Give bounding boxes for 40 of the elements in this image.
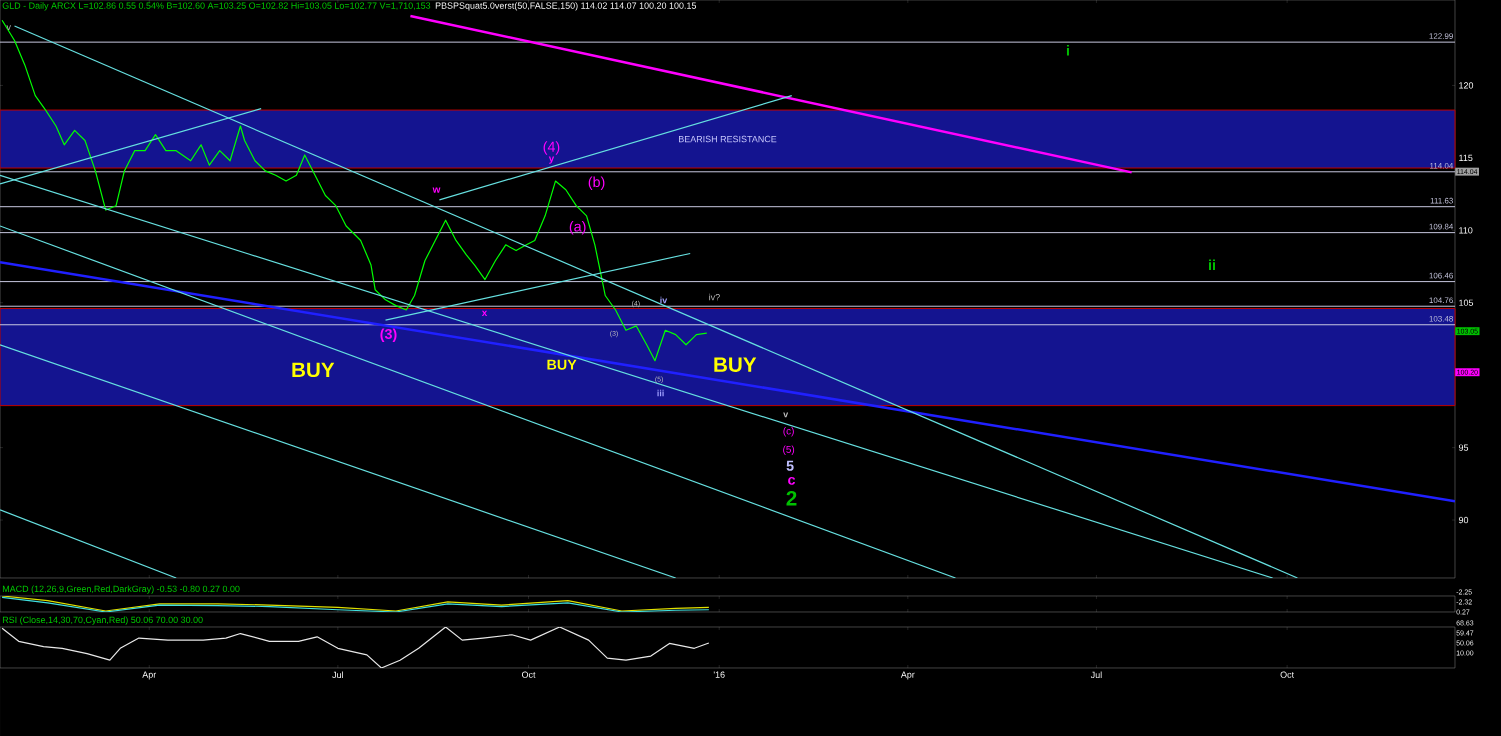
x-tick-label: Jul [332, 671, 343, 679]
x-tick-label: Oct [1280, 671, 1295, 678]
annotation: 5 [786, 460, 794, 471]
x-tick-label: Oct [521, 671, 536, 678]
y-tick-label: 120 [1459, 82, 1474, 89]
annotation: c [788, 476, 796, 485]
band-label: BEARISH RESISTANCE [679, 135, 777, 143]
annotation: i [1066, 45, 1069, 56]
annotation: BUY [292, 362, 335, 378]
annotation: v [6, 25, 11, 31]
annotation: 2 [786, 491, 797, 506]
annotation: v [783, 412, 789, 418]
annotation: iii [657, 389, 664, 397]
y-tick-label: 105 [1459, 299, 1474, 306]
x-tick-label: Jul [1090, 671, 1102, 679]
annotation: (3) [380, 328, 397, 342]
x-tick-label: Apr [900, 671, 915, 680]
annotation: (c) [783, 427, 794, 437]
chart-title: MACD (12,26,9,Green,Red,DarkGray) -0.53 -0.80 0.27 0.00 [2, 585, 240, 594]
annotation: (4) [543, 141, 560, 155]
y-tick-label: 95 [1458, 444, 1469, 451]
chart-subtitle: PBSPSquat5.0verst(50,FALSE,150) 114.02 114.07 100.20 100.15 [435, 2, 697, 11]
annotation: x [481, 310, 488, 316]
annotation: (b) [588, 176, 605, 190]
annotation: (a) [569, 221, 586, 235]
y-tick-label: 90 [1458, 516, 1469, 524]
y-tick-label: 110 [1459, 227, 1473, 234]
annotation: BUY [714, 357, 757, 372]
annotation: iv? [709, 293, 720, 301]
annotation: iv [660, 296, 668, 304]
x-tick-label: Apr [142, 671, 157, 680]
chart-title: GLD - Daily ARCX L=102.86 0.55 0.54% B=102.60 A=103.25 O=102.82 Hi=103.05 Lo=102.77 V=1,710,153 [2, 2, 431, 11]
annotation: w [432, 187, 441, 193]
annotation: y [548, 156, 555, 164]
y-tick-label: 115 [1459, 154, 1473, 162]
annotation: (5) [783, 445, 795, 455]
annotation: BUY [547, 359, 577, 370]
chart-title: RSI (Close,14,30,70,Cyan,Red) 50.06 70.00 30.00 [2, 616, 203, 625]
x-tick-label: '16 [713, 671, 725, 678]
annotation: ii [1209, 259, 1215, 270]
